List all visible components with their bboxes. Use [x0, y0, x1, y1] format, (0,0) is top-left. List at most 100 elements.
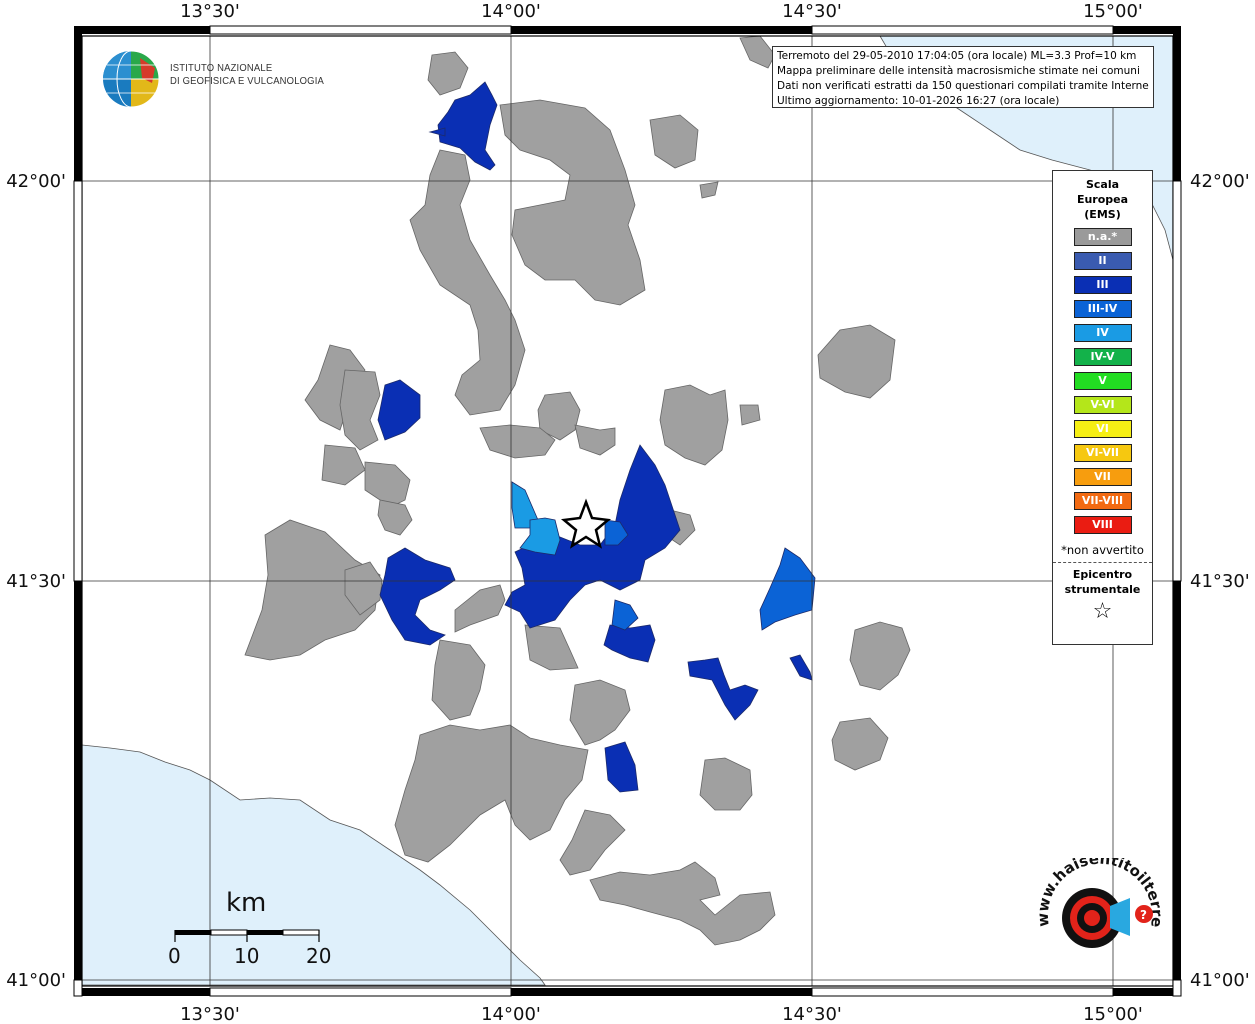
na-area-mid4 — [569, 679, 631, 746]
ems-iv-area-2 — [519, 517, 561, 556]
na-area-ne2 — [699, 181, 719, 199]
lon-label-bottom-4: 15°00' — [1083, 1004, 1143, 1024]
na-area-center-e — [659, 384, 729, 466]
legend-item: IV-V — [1073, 348, 1132, 366]
frame-right-bar-2 — [1172, 180, 1182, 582]
legend-separator — [1053, 562, 1152, 563]
scale-bar-seg-1 — [175, 930, 211, 935]
lon-label-top-2: 14°00' — [481, 1, 541, 22]
intensity-legend: Scala Europea (EMS) n.a.* II III III-IV IV IV… — [1052, 170, 1153, 645]
frame-bottom-bar-2 — [209, 987, 512, 997]
epicentre-star — [560, 498, 612, 549]
event-info-box: Terremoto del 29-05-2010 17:04:05 (ora l… — [772, 46, 1154, 108]
lon-label-top-3: 14°30' — [782, 1, 842, 22]
na-area-west2 — [339, 369, 381, 451]
svg-text:?: ? — [1140, 908, 1147, 922]
na-area-west3 — [321, 444, 366, 486]
lat-label-left-3: 41°00' — [6, 970, 66, 991]
legend-item: VIII — [1073, 516, 1132, 534]
frame-right-bar-4 — [1172, 979, 1182, 997]
ingv-logo-line1: ISTITUTO NAZIONALE — [170, 62, 273, 74]
lon-label-bottom-1: 13°30' — [180, 1004, 240, 1024]
ingv-logo: ISTITUTO NAZIONALE DI GEOFISICA E VULCAN… — [100, 48, 324, 110]
na-area-west5 — [377, 499, 413, 536]
frame-top-bar-3 — [511, 26, 812, 34]
frame-left-bar-3 — [74, 581, 82, 980]
na-area-center-n2 — [479, 424, 556, 459]
event-info-line1: Terremoto del 29-05-2010 17:04:05 (ora l… — [777, 50, 1137, 62]
frame-left-bar-4 — [73, 979, 83, 997]
frame-right-bar-1 — [1173, 26, 1181, 181]
scale-bar-title: km — [226, 888, 267, 918]
ems-iii-area-s3 — [789, 654, 813, 681]
na-area-center-n3 — [574, 424, 616, 456]
na-area-mid3 — [431, 639, 486, 721]
ems-iii-area-west — [377, 379, 421, 441]
legend-item: VII — [1073, 468, 1132, 486]
ems-iii-iv-area-center2 — [604, 519, 629, 546]
lon-label-bottom-2: 14°00' — [481, 1004, 541, 1024]
ems-iii-iv-municipalities — [604, 519, 816, 631]
na-area-top — [739, 35, 776, 69]
na-area-west4 — [364, 461, 411, 506]
legend-item: VI-VII — [1073, 444, 1132, 462]
legend-epicentre-line1: Epicentro — [1072, 568, 1133, 581]
ems-iii-area-s1 — [603, 624, 656, 663]
legend-epicentre-line2: strumentale — [1064, 583, 1141, 596]
frame-bottom-bar-5 — [1113, 988, 1181, 996]
scale-bar-seg-3 — [247, 930, 283, 935]
frame-bottom-bar-1 — [74, 988, 210, 996]
lon-label-top-1: 13°30' — [180, 1, 240, 22]
event-info-line2: Mappa preliminare delle intensità macros… — [777, 65, 1140, 77]
scale-label-0: 0 — [168, 944, 181, 968]
scale-bar-seg-2 — [210, 929, 248, 936]
na-area-s4 — [831, 717, 889, 771]
ems-iii-iv-area-center — [611, 599, 639, 631]
na-area-mid2 — [524, 624, 579, 671]
ingv-logo-line2: DI GEOFISICA E VULCANOLOGIA — [170, 75, 324, 87]
scale-bar — [174, 929, 320, 942]
tick-labels: 13°30' 14°00' 14°30' 15°00' 13°30' 14°00… — [6, 1, 1250, 1024]
ems-iii-area-center — [504, 444, 681, 629]
ems-iii-iv-area-east — [759, 547, 816, 631]
na-area-se — [849, 621, 911, 691]
legend-note: *non avvertito — [1061, 543, 1144, 557]
ems-iii-area-s2 — [687, 657, 759, 721]
scale-bar-seg-4 — [282, 929, 320, 936]
ems-iii-area-sw — [379, 547, 456, 646]
frame-top-bar-5 — [1113, 26, 1181, 34]
scale-label-20: 20 — [306, 944, 332, 968]
legend-item: III — [1073, 276, 1132, 294]
legend-items: n.a.* II III III-IV IV IV-V V V-VI VI VI-VII VII VI… — [1053, 228, 1152, 534]
lon-label-top-4: 15°00' — [1083, 1, 1143, 22]
na-area-mid — [454, 584, 506, 633]
frame-left-bar-1 — [74, 26, 82, 181]
ems-iii-area-north-tip — [428, 127, 446, 137]
ingv-globe-icon — [103, 50, 160, 108]
frame-bottom-bar-4 — [811, 987, 1114, 997]
lat-label-left-2: 41°30' — [6, 571, 66, 592]
na-area-north-3 — [409, 149, 526, 416]
na-area-north-2 — [499, 99, 646, 306]
haisentito-logo: www.haisentitoilterremoto.it ? — [1030, 858, 1170, 978]
na-area-center-e2 — [739, 404, 761, 426]
frame-bottom-bar-3 — [511, 988, 812, 996]
scale-label-10: 10 — [234, 944, 260, 968]
na-area-sw2 — [344, 561, 383, 616]
na-municipalities — [244, 35, 911, 946]
legend-item: VI — [1073, 420, 1132, 438]
lat-label-right-3: 41°00' — [1190, 970, 1250, 991]
lon-label-bottom-3: 14°30' — [782, 1004, 842, 1024]
frame-top-bar-1 — [74, 26, 210, 34]
event-info-line3: Dati non verificati estratti da 150 ques… — [777, 80, 1149, 92]
legend-title-line1: Scala — [1085, 178, 1120, 191]
frame-left-bar-2 — [73, 180, 83, 582]
na-area-s1 — [394, 724, 589, 863]
na-area-ne — [649, 114, 699, 169]
event-info-line4: Ultimo aggiornamento: 10-01-2026 16:27 (… — [777, 95, 1060, 107]
legend-title: Scala Europea (EMS) — [1053, 177, 1152, 222]
ems-iii-municipalities — [377, 81, 813, 793]
legend-item: VII-VIII — [1073, 492, 1132, 510]
lat-label-right-1: 42°00' — [1190, 171, 1250, 192]
